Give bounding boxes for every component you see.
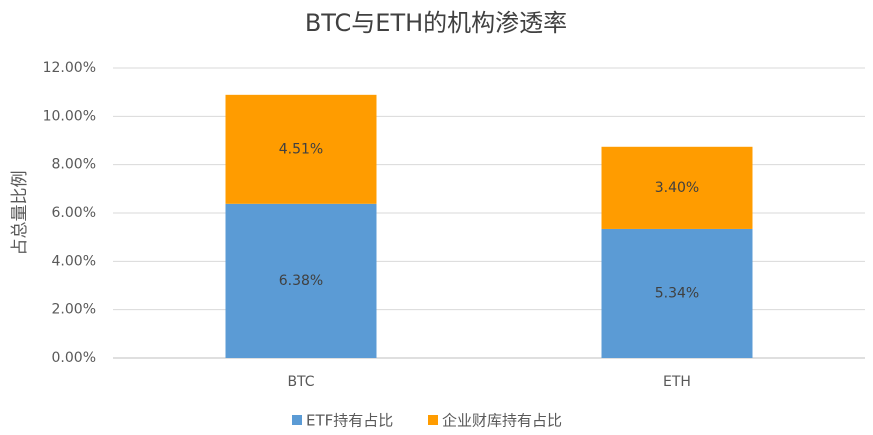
x-tick-label: ETH (663, 374, 691, 390)
bar-segment (601, 146, 753, 229)
bar-segment (225, 94, 377, 204)
chart-title: BTC与ETH的机构渗透率 (305, 9, 567, 37)
bar-segment (225, 203, 377, 358)
legend-label: 企业财库持有占比 (442, 412, 562, 430)
y-tick-label: 2.00% (52, 302, 96, 318)
bar-segment (601, 228, 753, 358)
legend-label: ETF持有占比 (306, 412, 393, 430)
value-label: 4.51% (279, 141, 323, 157)
value-label: 6.38% (279, 273, 323, 289)
y-tick-label: 10.00% (43, 108, 96, 124)
y-tick-label: 6.00% (52, 205, 96, 221)
y-axis-label: 占总量比例 (10, 171, 30, 256)
y-tick-label: 0.00% (52, 350, 96, 366)
x-tick-label: BTC (287, 374, 314, 390)
value-label: 5.34% (655, 285, 699, 301)
y-tick-label: 8.00% (52, 157, 96, 173)
value-label: 3.40% (655, 180, 699, 196)
y-tick-label: 4.00% (52, 253, 96, 269)
y-tick-label: 12.00% (43, 60, 96, 76)
legend-marker (428, 415, 438, 425)
legend-marker (292, 415, 302, 425)
